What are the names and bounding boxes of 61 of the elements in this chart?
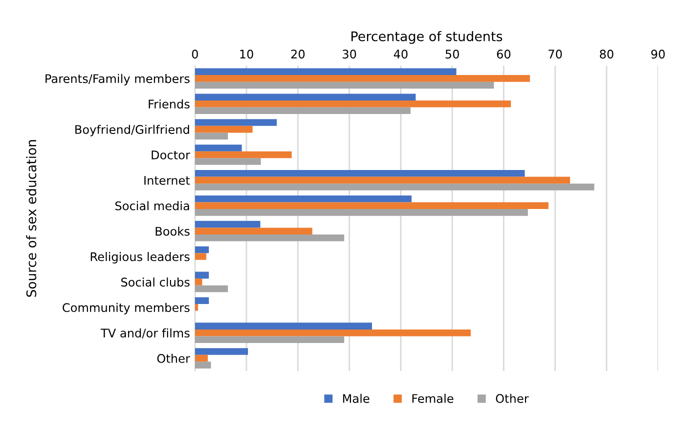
bar [194,82,494,89]
bar [194,336,344,344]
bar [194,362,211,368]
bar [194,158,261,165]
bar [194,126,253,133]
bar [194,348,248,355]
y-axis-title: Source of sex education [26,140,36,297]
bar [194,119,277,126]
bar [194,354,208,362]
bar [194,100,511,108]
y-tick-label: Books [156,226,190,236]
bar [194,209,528,216]
y-tick-label: Internet [144,176,190,185]
bar [194,68,456,76]
x-axis-title: Percentage of students [351,31,502,44]
bar [194,94,416,100]
legend-label: Male [343,394,370,403]
bar [194,220,260,228]
legend-label: Female [412,394,454,403]
bar [194,329,471,336]
y-tick-label: Parents/Family members [46,74,190,86]
bar [194,170,525,177]
y-tick-label: TV and/or films [100,328,190,338]
bar [194,285,228,292]
bar [194,75,530,82]
bar [194,272,209,279]
bar [194,253,206,260]
bar [194,184,594,190]
y-tick-label: Religious leaders [90,252,190,264]
bar [194,278,202,286]
bar [194,151,292,158]
bar [194,107,411,114]
x-tick-label: 10 [240,50,254,59]
x-tick-label: 50 [446,50,459,59]
x-tick-label: 90 [651,50,665,59]
y-tick-label: Community members [62,302,190,314]
x-tick-label: 80 [600,50,614,59]
bar [194,234,344,242]
bar [194,322,372,330]
y-tick-label: Doctor [152,150,190,160]
x-tick-label: 60 [497,50,510,59]
bar [194,132,228,140]
y-tick-label: Social media [115,201,190,210]
y-tick-label: Other [157,354,190,363]
bar [194,144,242,152]
x-tick-label: 70 [548,50,562,59]
bar [194,176,570,184]
legend-label: Other [496,394,529,403]
x-tick-label: 40 [394,50,408,59]
x-tick-label: 20 [291,50,305,59]
x-tick-label: 30 [342,50,356,59]
y-tick-label: Social clubs [121,277,190,287]
bar [194,228,312,234]
y-tick-label: Boyfriend/Girlfriend [75,124,190,136]
bar [194,202,548,210]
x-tick-label: 0 [192,50,198,59]
y-tick-label: Friends [148,99,190,109]
bar [194,304,198,311]
bar [194,297,209,304]
bar [194,195,412,202]
bar [194,246,209,254]
